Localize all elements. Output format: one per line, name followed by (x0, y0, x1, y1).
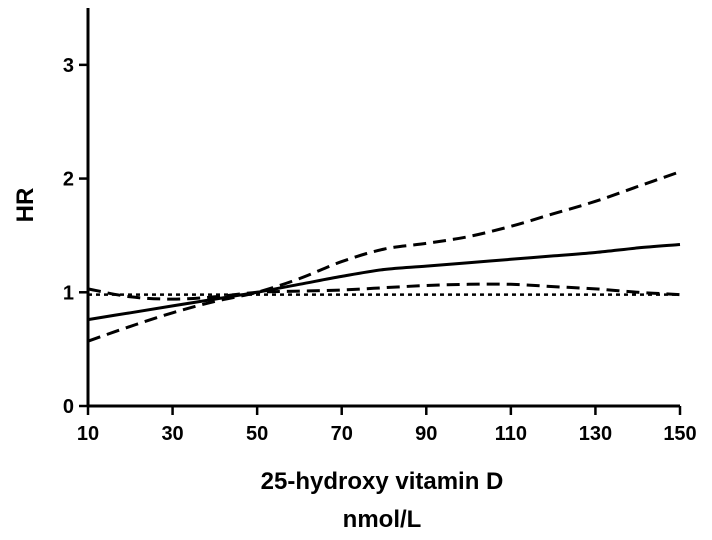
x-tick-label: 110 (495, 423, 527, 445)
x-axis-title: 25-hydroxy vitamin D (261, 468, 504, 495)
x-axis-unit: nmol/L (343, 506, 422, 533)
y-tick-label: 1 (63, 282, 74, 304)
plot-area (87, 170, 681, 343)
y-tick-label: 3 (63, 55, 74, 77)
x-tick-label: 70 (331, 423, 353, 445)
hr-estimate-line (87, 243, 681, 322)
axes: 0 1 2 3 10 30 50 70 90 110 130 150 (63, 8, 697, 445)
y-tick-label: 0 (63, 396, 74, 418)
y-axis-title: HR (12, 188, 39, 223)
y-tick-label: 2 (63, 169, 74, 191)
x-tick-label: 90 (415, 423, 437, 445)
x-tick-label: 150 (663, 423, 696, 445)
lower-ci-line (87, 282, 681, 301)
x-tick-label: 30 (161, 423, 183, 445)
x-tick-label: 10 (77, 423, 99, 445)
x-tick-label: 50 (246, 423, 268, 445)
upper-ci-line (87, 170, 681, 343)
x-tick-label: 130 (579, 423, 612, 445)
